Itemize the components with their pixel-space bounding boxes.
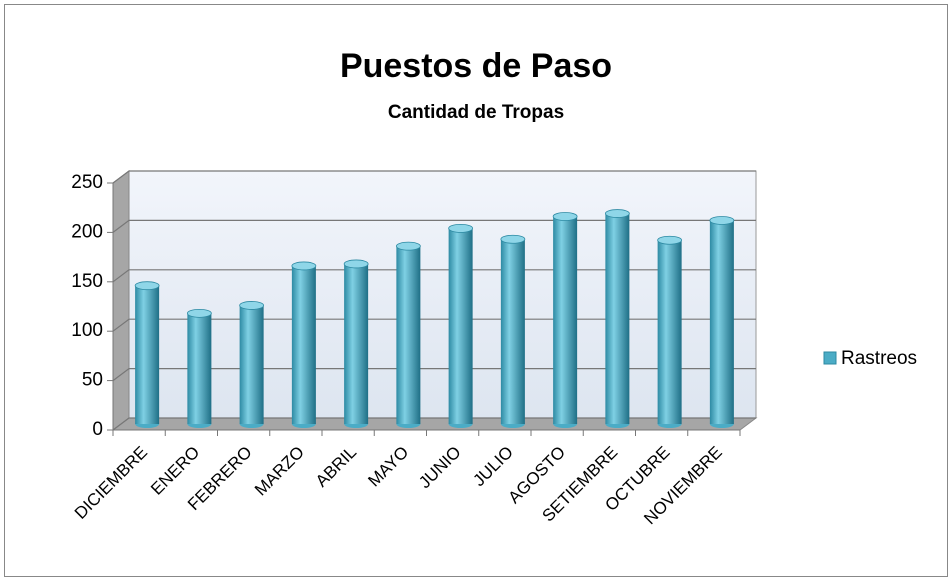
bar-body [605, 213, 630, 424]
y-tick-label: 150 [71, 271, 103, 292]
y-tick-label: 200 [71, 221, 103, 242]
bar-body [239, 305, 264, 424]
bar [500, 234, 526, 428]
bar-top [500, 234, 526, 244]
grid-line [112, 269, 756, 283]
y-tick-label: 50 [82, 370, 103, 391]
bar-top [291, 261, 317, 271]
grid-line [112, 318, 756, 332]
bar-body [709, 220, 734, 424]
bar-top [395, 241, 421, 251]
bar-body [344, 263, 369, 424]
bar [186, 308, 212, 428]
bar-body [187, 313, 212, 424]
bar-body [291, 265, 316, 424]
bar-top [709, 216, 735, 225]
y-tick-label: 100 [71, 320, 103, 341]
bar-body [448, 228, 473, 424]
bar-body [657, 240, 682, 424]
bar-top [552, 212, 578, 221]
bar [709, 216, 735, 428]
grid-line [112, 417, 756, 431]
chart-subtitle: Cantidad de Tropas [388, 102, 564, 123]
bar-top [186, 308, 212, 318]
bar [291, 261, 317, 428]
bar-top [604, 209, 630, 218]
bar [448, 223, 474, 428]
legend-label: Rastreos [841, 348, 917, 369]
bar [134, 281, 160, 428]
bar-body [396, 246, 421, 424]
grid-line [112, 170, 756, 184]
bar-body [553, 216, 578, 424]
bar [552, 212, 578, 428]
bar-body [500, 239, 525, 424]
grid-line [112, 219, 756, 233]
bar-top [657, 235, 683, 245]
bar [343, 259, 369, 428]
plot-area: 050100150200250DICIEMBREENEROFEBREROMARZ… [71, 170, 758, 528]
y-tick-label: 0 [92, 419, 103, 440]
side-wall [112, 170, 130, 431]
chart-title: Puestos de Paso [340, 47, 612, 85]
bar [604, 209, 630, 428]
bar-top [134, 281, 160, 291]
y-tick-label: 250 [71, 172, 103, 193]
bar [657, 235, 683, 428]
legend-swatch [823, 351, 837, 365]
bar [239, 301, 265, 428]
grid-line [112, 368, 756, 382]
bar-top [448, 223, 474, 233]
bar-top [343, 259, 369, 269]
bar [395, 241, 421, 428]
bar-top [239, 301, 265, 310]
bar-body [135, 285, 160, 424]
